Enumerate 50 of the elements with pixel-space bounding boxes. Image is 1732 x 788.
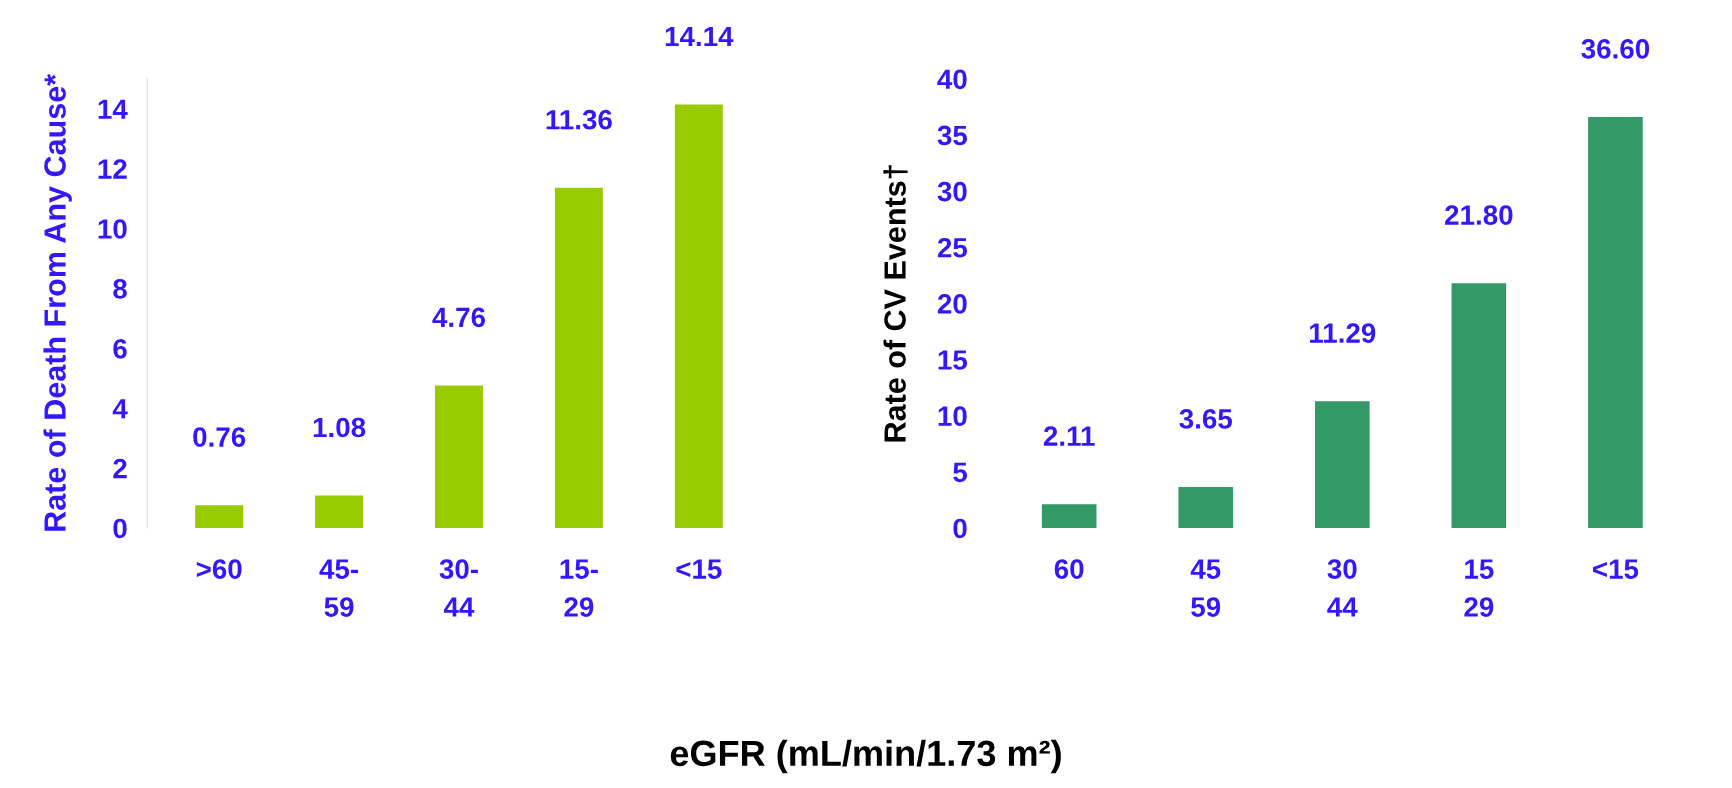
y-tick-label: 20 <box>937 294 967 314</box>
bar <box>195 505 244 528</box>
text: 36.60 <box>1581 39 1650 59</box>
y-axis-title: Rate of Death From Any Cause* <box>43 73 72 531</box>
bar <box>554 187 603 528</box>
y-tick-label: 12 <box>98 159 127 179</box>
bar <box>1314 401 1370 528</box>
bar <box>1451 283 1507 528</box>
x-tick-label: 30- 44 <box>439 559 478 617</box>
bar <box>1588 116 1643 528</box>
x-tick-label: 45- 59 <box>319 559 359 617</box>
text: 21.80 <box>1445 205 1513 225</box>
y-tick-label: 25 <box>937 237 968 258</box>
y-tick-label: 6 <box>113 338 127 359</box>
y-tick-label: 8 <box>113 279 127 299</box>
x-tick-label: 45 59 <box>1190 559 1221 617</box>
y-tick-label: 10 <box>98 219 127 239</box>
x-tick-label: 30 44 <box>1327 559 1358 617</box>
data-label: 4.76 <box>432 307 486 328</box>
x-tick-label: <15 <box>1593 559 1639 579</box>
y-tick-label: 0 <box>953 518 967 539</box>
text: 2.11 <box>1043 426 1095 446</box>
y-tick-label: 2 <box>113 458 127 479</box>
text: 11.29 <box>1310 323 1376 343</box>
data-label: 14.14 <box>665 26 734 47</box>
y-tick-label: 15 <box>938 350 968 370</box>
y-tick-label: 14 <box>98 99 128 119</box>
bar <box>674 104 723 528</box>
x-tick-label: <15 <box>676 559 722 579</box>
y-tick-label: 4 <box>112 399 128 419</box>
y-tick-label: 30 <box>937 181 967 202</box>
bar <box>1041 504 1097 528</box>
x-tick-label: 60 <box>1054 559 1084 579</box>
y-tick-label: 5 <box>953 462 968 483</box>
y-tick-label: 0 <box>113 518 127 539</box>
y-tick-label: 35 <box>937 125 968 146</box>
data-label: 11.36 <box>546 109 612 130</box>
data-label: 1.08 <box>313 417 366 438</box>
bar <box>435 385 483 528</box>
x-axis-title: eGFR (mL/min/1.73 m²) <box>670 739 1061 774</box>
y-tick-label: 40 <box>937 69 967 90</box>
y-tick-label: 10 <box>938 406 967 427</box>
bar <box>315 495 364 528</box>
x-tick-label: 15 29 <box>1464 559 1494 617</box>
y-axis-title: Rate of CV Events† <box>883 165 908 442</box>
text: 3.65 <box>1179 409 1232 429</box>
data-label: 0.76 <box>193 427 246 447</box>
x-tick-label: 15- 29 <box>560 559 598 617</box>
bar <box>1178 486 1234 528</box>
x-tick-label: >60 <box>196 559 242 579</box>
